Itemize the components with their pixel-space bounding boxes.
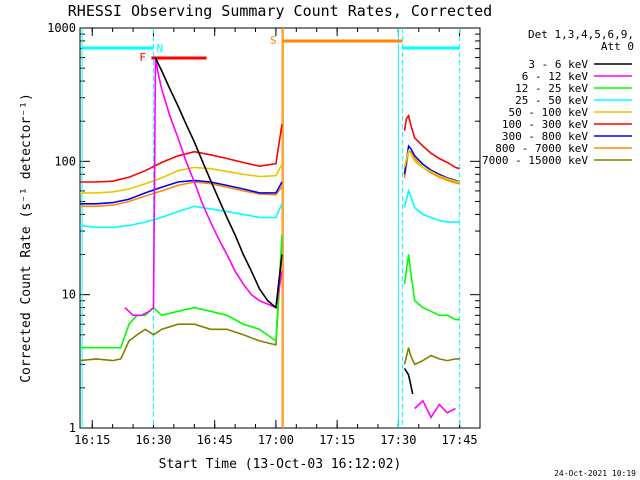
y-tick-label: 10 [62,288,76,302]
series-line [79,203,283,229]
series-line [80,179,283,205]
flare-marker-label: F [139,51,146,64]
legend-header: Det 1,3,4,5,6,9,Att 0 [528,28,634,53]
series-line-segment [403,367,414,395]
y-tick-label: 100 [54,154,76,168]
series-line [124,57,283,317]
x-tick-label: 17:45 [442,433,478,447]
series-line [79,241,283,362]
legend-entry-label: 800 - 7000 keV [495,142,588,155]
series-line [80,163,283,194]
series-line-segment [403,113,460,170]
series-line [80,181,283,208]
plot-frame [79,27,481,429]
chart-title: RHESSI Observing Summary Count Rates, Co… [68,2,492,20]
legend-entry-label: 50 - 100 keV [509,106,589,119]
legend-entry-label: 3 - 6 keV [528,58,588,71]
series-line-segment [403,149,460,183]
x-axis-label: Start Time (13-Oct-03 16:12:02) [159,457,402,472]
series-line [80,124,283,183]
x-tick-label: 16:30 [135,433,171,447]
x-tick-label: 17:15 [319,433,355,447]
night-marker-label: N [156,42,163,55]
y-tick-label: 1000 [47,21,76,35]
legend-entry-label: 12 - 25 keV [515,82,588,95]
series-layer [79,57,460,420]
y-tick-label: 1 [69,421,76,435]
series-line-segment [403,347,460,366]
legend-entry-label: 7000 - 15000 keV [482,154,588,167]
legend-entry-label: 25 - 50 keV [515,94,588,107]
legend-header-line: Att 0 [601,40,634,53]
x-tick-label: 17:30 [380,433,416,447]
series-line [80,234,283,349]
series-line [154,57,283,310]
series-line-segment [403,254,460,321]
legend-entry-label: 100 - 300 keV [502,118,588,131]
saa-marker-label: S [270,34,277,47]
footer-timestamp: 24-Oct-2021 10:19 [554,469,636,478]
series-line-segment [403,188,460,223]
legend-entry-label: 300 - 800 keV [502,130,588,143]
x-tick-label: 16:45 [197,433,233,447]
legend-header-line: Det 1,3,4,5,6,9, [528,28,634,41]
y-axis-label: Corrected Count Rate (s⁻¹ detector⁻¹) [19,93,34,383]
series-line-segment [414,399,456,420]
x-tick-label: 17:00 [258,433,294,447]
annotation-markers: S NF [81,28,461,428]
plot-axes: 16:15 16:30 16:45 17:00 17:15 17:30 17:45 1 10 10… [47,21,481,447]
legend-entry-label: 6 - 12 keV [522,70,589,83]
x-tick-label: 16:15 [74,433,110,447]
